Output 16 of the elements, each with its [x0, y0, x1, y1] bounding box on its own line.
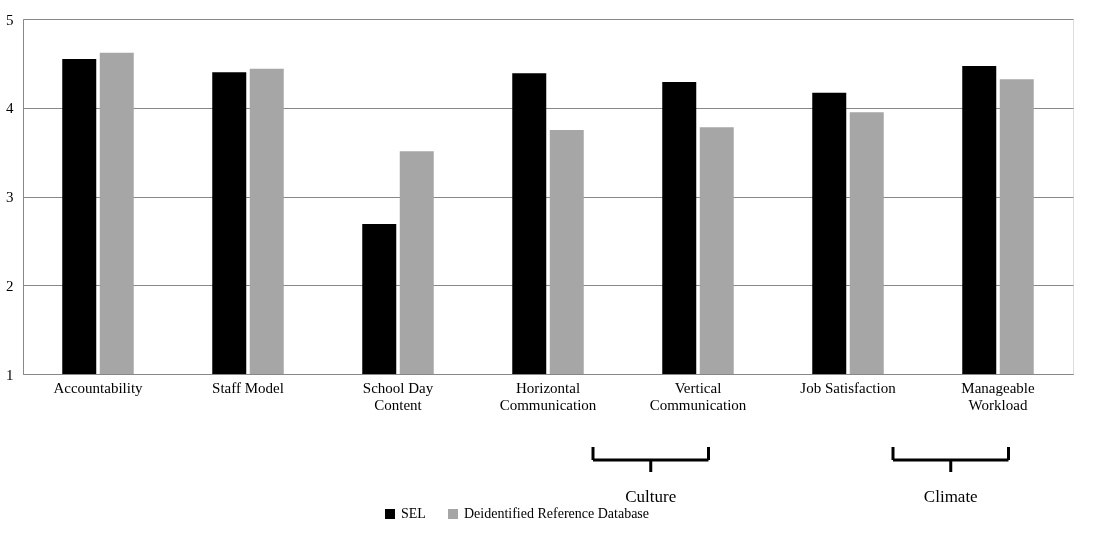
y-tick-label: 4	[6, 100, 14, 117]
text: Culture	[625, 487, 677, 506]
x-tick-label: Accountability	[53, 379, 144, 396]
x-tick-label: Horizontal Communication	[499, 379, 597, 413]
y-tick-label: 2	[6, 277, 14, 294]
x-tick-label: School Day Content	[362, 379, 434, 413]
text: Climate	[923, 487, 978, 506]
x-tick-label: Staff Model	[212, 379, 284, 396]
y-tick-label: 1	[6, 366, 14, 383]
legend-label: Deidentified Reference Database	[464, 506, 650, 521]
legend-label: SEL	[401, 506, 426, 521]
x-tick-label: Manageable Workload	[961, 379, 1035, 413]
y-tick-label: 3	[6, 189, 14, 205]
y-tick-label: 5	[6, 11, 14, 28]
x-tick-label: Vertical Communication	[649, 379, 747, 413]
x-tick-label: Job Satisfaction	[800, 379, 897, 396]
